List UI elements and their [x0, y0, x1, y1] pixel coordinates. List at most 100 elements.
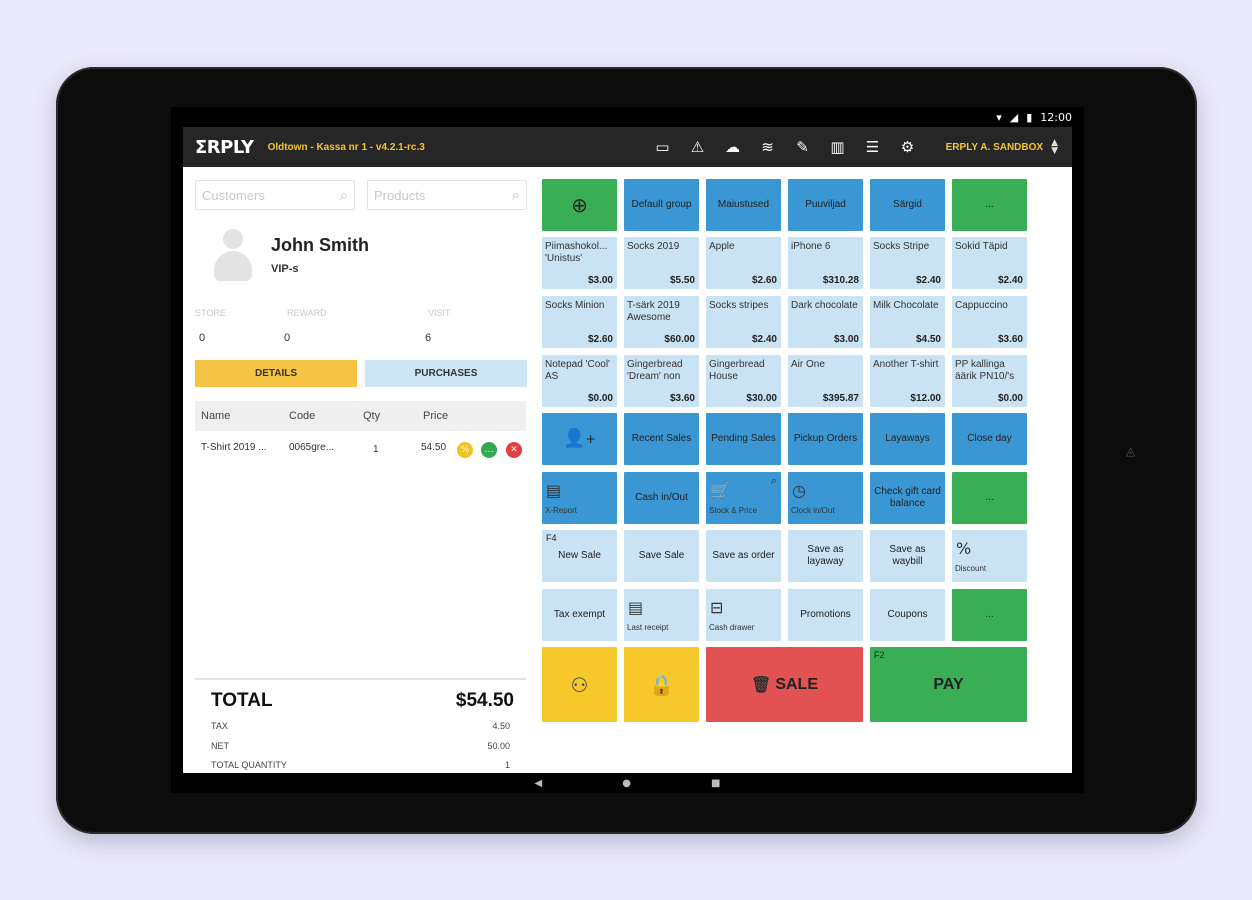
home-icon[interactable]: ● [622, 777, 631, 789]
top-bar: ΣRPLY Oldtown - Kassa nr 1 - v4.2.1-rc.3… [183, 127, 1072, 167]
wifi-icon[interactable]: ≋ [761, 138, 774, 156]
receipt-icon: ▤ [628, 598, 644, 617]
cash-drawer-button[interactable]: ⊟ Cash drawer [706, 589, 781, 641]
save-as-waybill-button[interactable]: Save as waybill [870, 530, 945, 582]
remove-row-icon[interactable]: ✕ [506, 442, 522, 458]
customers-button[interactable]: ⚇ [542, 647, 617, 722]
stat-reward-value: 0 [284, 332, 291, 344]
cart-icon: 🛒 [710, 481, 730, 500]
x-report-button[interactable]: ▤ X-Report [542, 472, 617, 524]
pos-app: ΣRPLY Oldtown - Kassa nr 1 - v4.2.1-rc.3… [183, 127, 1072, 773]
new-sale-button[interactable]: F4 New Sale [542, 530, 617, 582]
add-product-button[interactable]: ⊕ [542, 179, 617, 231]
total-value: $54.50 [455, 690, 514, 711]
product-tile[interactable]: Socks Minion $2.60 [542, 296, 617, 348]
coupons-button[interactable]: Coupons [870, 589, 945, 641]
users-icon: ⚇ [570, 672, 589, 697]
close-day-button[interactable]: Close day [952, 413, 1027, 465]
table-row[interactable]: T-Shirt 2019 ... 0065gre... 1 54.50 % … … [195, 433, 526, 463]
cloud-icon[interactable]: ☁ [725, 138, 740, 156]
settings-icon[interactable]: ⚙ [900, 138, 915, 156]
more-actions-button[interactable]: ... [952, 472, 1027, 524]
sale-button[interactable]: 🗑 SALE [706, 647, 863, 722]
product-tile[interactable]: Air One $395.87 [788, 355, 863, 407]
promotions-button[interactable]: Promotions [788, 589, 863, 641]
product-tile[interactable]: Sokid Täpid $2.40 [952, 237, 1027, 289]
stat-visit-label: VISIT [428, 308, 451, 318]
report-icon: ▤ [546, 481, 562, 500]
quantity-value: 1 [504, 760, 510, 770]
product-tile[interactable]: Milk Chocolate $4.50 [870, 296, 945, 348]
product-tile[interactable]: Another T-shirt $12.00 [870, 355, 945, 407]
more-actions-button[interactable]: ... [952, 589, 1027, 641]
group-default[interactable]: Default group [624, 179, 699, 231]
location-label: Oldtown - Kassa nr 1 - v4.2.1-rc.3 [267, 141, 425, 153]
account-switcher[interactable]: ERPLY A. SANDBOX ▲ ▼ [946, 127, 1058, 167]
erply-logo: ΣRPLY [195, 136, 254, 158]
recents-icon[interactable]: ■ [710, 777, 721, 789]
product-tile[interactable]: Socks stripes $2.40 [706, 296, 781, 348]
totals-panel: TOTAL $54.50 TAX 4.50 NET 50.00 TOTAL QU… [195, 678, 526, 770]
product-tile[interactable]: Notepad 'Cool' AS $0.00 [542, 355, 617, 407]
col-price: Price [423, 410, 449, 422]
customer-group: VIP-s [271, 263, 299, 275]
layaways-button[interactable]: Layaways [870, 413, 945, 465]
details-button[interactable]: DETAILS [195, 360, 357, 387]
product-tile[interactable]: Piimashokol... 'Unistus' $3.00 [542, 237, 617, 289]
search-icon[interactable]: ⌕ [339, 186, 348, 204]
chat-icon[interactable]: ▭ [655, 138, 670, 156]
product-tile[interactable]: Socks Stripe $2.40 [870, 237, 945, 289]
total-label: TOTAL [211, 690, 273, 711]
recent-sales-button[interactable]: Recent Sales [624, 413, 699, 465]
product-tile[interactable]: iPhone 6 $310.28 [788, 237, 863, 289]
product-tile[interactable]: Gingerbread 'Dream' non $3.60 [624, 355, 699, 407]
pickup-orders-button[interactable]: Pickup Orders [788, 413, 863, 465]
back-icon[interactable]: ◀ [534, 777, 543, 789]
status-time: 12:00 [1040, 110, 1072, 124]
last-receipt-button[interactable]: ▤ Last receipt [624, 589, 699, 641]
group-sargid[interactable]: Särgid [870, 179, 945, 231]
save-sale-button[interactable]: Save Sale [624, 530, 699, 582]
percent-icon: % [956, 539, 972, 558]
cash-in-out-button[interactable]: Cash in/Out [624, 472, 699, 524]
product-tile[interactable]: T-särk 2019 Awesome $60.00 [624, 296, 699, 348]
menu-icon[interactable]: ☰ [865, 138, 880, 156]
search-icon[interactable]: ⌕ [511, 186, 520, 204]
col-code: Code [289, 410, 316, 422]
product-tile[interactable]: Dark chocolate $3.00 [788, 296, 863, 348]
group-maiustused[interactable]: Maiustused [706, 179, 781, 231]
lock-button[interactable]: 🔒 [624, 647, 699, 722]
pending-sales-button[interactable]: Pending Sales [706, 413, 781, 465]
gift-card-balance-button[interactable]: Check gift card balance [870, 472, 945, 524]
edit-row-icon[interactable]: … [481, 442, 497, 458]
pay-button[interactable]: F2 PAY [870, 647, 1027, 722]
device-screen: ▾ ◢ ▮ 12:00 ΣRPLY Oldtown - Kassa nr 1 -… [171, 107, 1084, 793]
tax-exempt-button[interactable]: Tax exempt [542, 589, 617, 641]
stock-price-button[interactable]: 🛒 ⌕ Stock & Price [706, 472, 781, 524]
product-tile[interactable]: Cappuccino $3.60 [952, 296, 1027, 348]
col-qty: Qty [363, 410, 381, 422]
cart-table-header: Name Code Qty Price [195, 401, 526, 431]
save-as-order-button[interactable]: Save as order [706, 530, 781, 582]
product-tile[interactable]: Apple $2.60 [706, 237, 781, 289]
search-icon: ⌕ [770, 474, 777, 487]
edit-icon[interactable]: ✎ [796, 138, 809, 156]
customer-search-input[interactable] [202, 187, 312, 203]
product-tile[interactable]: PP kallinga äärik PN10/'s $0.00 [952, 355, 1027, 407]
group-puuviljad[interactable]: Puuviljad [788, 179, 863, 231]
warning-icon[interactable]: ⚠ [690, 138, 705, 156]
discount-row-icon[interactable]: % [457, 442, 473, 458]
plus-circle-icon: ⊕ [571, 193, 588, 217]
building-icon[interactable]: ▥ [830, 138, 845, 156]
discount-button[interactable]: % Discount [952, 530, 1027, 582]
product-tile[interactable]: Gingerbread House $30.00 [706, 355, 781, 407]
save-as-layaway-button[interactable]: Save as layaway [788, 530, 863, 582]
more-groups-button[interactable]: ... [952, 179, 1027, 231]
lock-icon: 🔒 [649, 672, 674, 697]
purchases-button[interactable]: PURCHASES [365, 360, 527, 387]
add-customer-button[interactable]: 👤 + [542, 413, 617, 465]
product-tile[interactable]: Socks 2019 $5.50 [624, 237, 699, 289]
stat-store-label: STORE [195, 308, 226, 318]
product-search-input[interactable] [374, 187, 484, 203]
clock-in-out-button[interactable]: ◷ Clock in/Out [788, 472, 863, 524]
